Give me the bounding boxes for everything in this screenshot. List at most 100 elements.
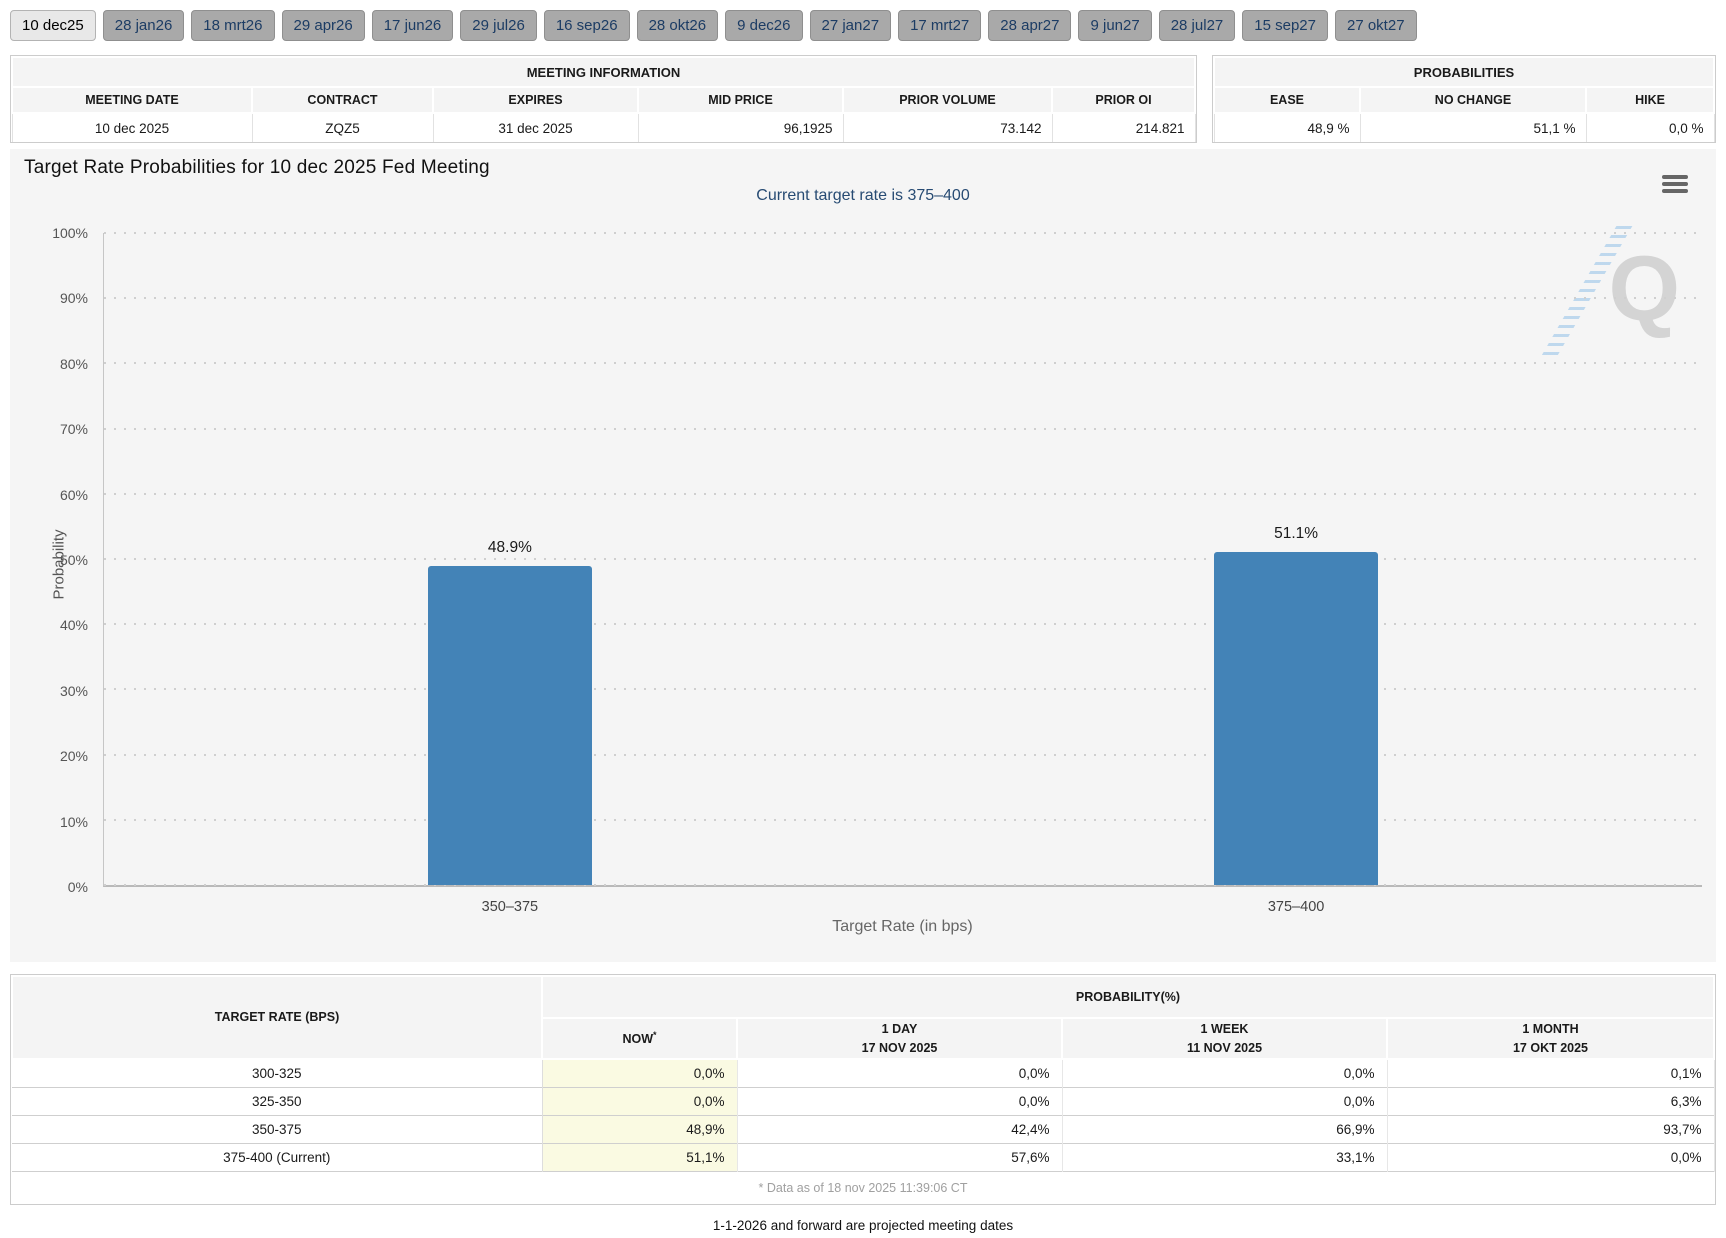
y-tick-label: 40% bbox=[59, 617, 88, 634]
gridline bbox=[104, 688, 1702, 691]
col-header-1-week: 1 WEEK 11 NOV 2025 bbox=[1061, 1017, 1388, 1060]
tab-meeting-date-11[interactable]: 28 apr27 bbox=[988, 10, 1072, 41]
gridline bbox=[104, 297, 1702, 300]
bar-350-375[interactable] bbox=[427, 566, 592, 885]
month-cell: 6,3% bbox=[1387, 1086, 1715, 1115]
expires-value: 31 dec 2025 bbox=[432, 112, 639, 142]
tab-meeting-date-6[interactable]: 16 sep26 bbox=[543, 10, 630, 41]
col-header-ease: EASE bbox=[1213, 86, 1361, 114]
y-axis: 0% 10% 20% 30% 40% 50% 60% 70% 80% 90% 100% bbox=[10, 225, 96, 895]
col-header-prior-volume: PRIOR VOLUME bbox=[842, 86, 1053, 114]
gridline bbox=[104, 884, 1702, 886]
prior-oi-value: 214.821 bbox=[1051, 112, 1196, 142]
y-tick-label: 100% bbox=[52, 225, 88, 241]
col-header-1-day: 1 DAY 17 NOV 2025 bbox=[736, 1017, 1063, 1060]
meeting-information-title: MEETING INFORMATION bbox=[11, 56, 1196, 88]
y-tick-label: 10% bbox=[59, 813, 88, 830]
tab-meeting-date-0[interactable]: 10 dec25 bbox=[10, 10, 96, 41]
chart-title: Target Rate Probabilities for 10 dec 202… bbox=[24, 157, 490, 178]
col-group-probability-pct: PROBABILITY(%) bbox=[541, 975, 1715, 1019]
y-tick-label: 50% bbox=[59, 552, 88, 568]
gridline bbox=[104, 492, 1702, 495]
probability-history-table: TARGET RATE (BPS) PROBABILITY(%) NOW* 1 … bbox=[10, 974, 1716, 1205]
table-row: 325-350 0,0% 0,0% 0,0% 6,3% bbox=[12, 1086, 1715, 1115]
tab-meeting-date-3[interactable]: 29 apr26 bbox=[281, 10, 365, 41]
contract-value: ZQZ5 bbox=[251, 112, 434, 142]
meeting-date-tabs: 10 dec25 28 jan26 18 mrt26 29 apr26 17 j… bbox=[0, 0, 1726, 41]
probabilities-summary-row: 48,9 % 51,1 % 0,0 % bbox=[1213, 112, 1715, 142]
tab-meeting-date-1[interactable]: 28 jan26 bbox=[102, 10, 185, 41]
col-header-target-rate-bps: TARGET RATE (BPS) bbox=[11, 975, 543, 1060]
now-cell: 0,0% bbox=[542, 1086, 738, 1115]
probabilities-title: PROBABILITIES bbox=[1213, 56, 1715, 88]
col-header-1-month: 1 MONTH 17 OKT 2025 bbox=[1386, 1017, 1715, 1060]
target-rate-chart: Target Rate Probabilities for 10 dec 202… bbox=[10, 149, 1716, 962]
plot-area: 48.9% 350–375 51.1% 375–400 bbox=[103, 232, 1702, 915]
tab-meeting-date-10[interactable]: 17 mrt27 bbox=[898, 10, 982, 41]
tab-meeting-date-9[interactable]: 27 jan27 bbox=[809, 10, 892, 41]
tab-meeting-date-14[interactable]: 15 sep27 bbox=[1242, 10, 1328, 41]
week-cell: 0,0% bbox=[1062, 1058, 1388, 1087]
target-rate-cell: 375-400 (Current) bbox=[12, 1142, 543, 1171]
tab-meeting-date-13[interactable]: 28 jul27 bbox=[1158, 10, 1236, 41]
y-tick-label: 80% bbox=[59, 355, 88, 372]
col-header-expires: EXPIRES bbox=[432, 86, 639, 114]
x-tick-label-375-400: 375–400 bbox=[1267, 899, 1325, 915]
bar-value-label: 48.9% bbox=[487, 539, 532, 557]
x-axis-title: Target Rate (in bps) bbox=[832, 918, 973, 935]
y-tick-label: 90% bbox=[59, 290, 88, 307]
day-cell: 42,4% bbox=[737, 1114, 1063, 1143]
col-header-meeting-date: MEETING DATE bbox=[11, 86, 253, 114]
mid-price-value: 96,1925 bbox=[637, 112, 844, 142]
tab-meeting-date-5[interactable]: 29 jul26 bbox=[460, 10, 537, 41]
now-cell: 0,0% bbox=[542, 1058, 738, 1087]
bar-value-label: 51.1% bbox=[1274, 524, 1319, 542]
hike-value: 0,0 % bbox=[1585, 112, 1715, 142]
day-cell: 0,0% bbox=[737, 1086, 1063, 1115]
col-header-mid-price: MID PRICE bbox=[637, 86, 844, 114]
tab-meeting-date-4[interactable]: 17 jun26 bbox=[371, 10, 454, 41]
ease-value: 48,9 % bbox=[1213, 112, 1361, 142]
y-tick-label: 30% bbox=[59, 682, 88, 699]
table-row: 375-400 (Current) 51,1% 57,6% 33,1% 0,0% bbox=[12, 1142, 1715, 1171]
x-tick-label-350-375: 350–375 bbox=[481, 899, 539, 915]
target-rate-cell: 300-325 bbox=[12, 1058, 543, 1087]
meeting-information-table: MEETING INFORMATION MEETING DATE CONTRAC… bbox=[10, 55, 1197, 143]
gridline bbox=[104, 818, 1702, 821]
month-cell: 0,0% bbox=[1387, 1142, 1715, 1171]
week-cell: 0,0% bbox=[1062, 1086, 1388, 1115]
tab-meeting-date-15[interactable]: 27 okt27 bbox=[1334, 10, 1417, 41]
chart-subtitle: Current target rate is 375–400 bbox=[756, 187, 970, 204]
y-tick-label: 0% bbox=[67, 879, 88, 895]
week-cell: 66,9% bbox=[1062, 1114, 1388, 1143]
y-tick-label: 70% bbox=[59, 421, 88, 438]
meeting-information-row: 10 dec 2025 ZQZ5 31 dec 2025 96,1925 73.… bbox=[11, 112, 1196, 142]
meeting-date-value: 10 dec 2025 bbox=[11, 112, 253, 142]
top-tables: MEETING INFORMATION MEETING DATE CONTRAC… bbox=[10, 55, 1716, 143]
y-tick-label: 20% bbox=[59, 748, 88, 765]
target-rate-cell: 350-375 bbox=[12, 1114, 543, 1143]
col-header-prior-oi: PRIOR OI bbox=[1051, 86, 1196, 114]
now-asterisk: * bbox=[653, 1029, 657, 1040]
table-row: 300-325 0,0% 0,0% 0,0% 0,1% bbox=[12, 1058, 1715, 1087]
data-as-of-footnote: * Data as of 18 nov 2025 11:39:06 CT bbox=[12, 1170, 1714, 1204]
col-header-now: NOW* bbox=[541, 1017, 738, 1060]
gridline bbox=[104, 232, 1702, 234]
week-cell: 33,1% bbox=[1062, 1142, 1388, 1171]
projected-dates-note: 1-1-2026 and forward are projected meeti… bbox=[712, 1218, 1014, 1233]
tab-meeting-date-2[interactable]: 18 mrt26 bbox=[191, 10, 275, 41]
col-header-contract: CONTRACT bbox=[251, 86, 434, 114]
bar-375-400[interactable] bbox=[1214, 551, 1379, 885]
tab-meeting-date-12[interactable]: 9 jun27 bbox=[1078, 10, 1152, 41]
gridline bbox=[104, 362, 1702, 365]
no-change-value: 51,1 % bbox=[1359, 112, 1587, 142]
prior-volume-value: 73.142 bbox=[842, 112, 1053, 142]
tab-meeting-date-8[interactable]: 9 dec26 bbox=[725, 10, 803, 41]
chart-menu-icon[interactable] bbox=[1662, 175, 1688, 196]
tab-meeting-date-7[interactable]: 28 okt26 bbox=[636, 10, 719, 41]
day-cell: 0,0% bbox=[737, 1058, 1063, 1087]
col-header-hike: HIKE bbox=[1585, 86, 1715, 114]
day-cell: 57,6% bbox=[737, 1142, 1063, 1171]
month-cell: 93,7% bbox=[1387, 1114, 1715, 1143]
gridline bbox=[104, 753, 1702, 756]
